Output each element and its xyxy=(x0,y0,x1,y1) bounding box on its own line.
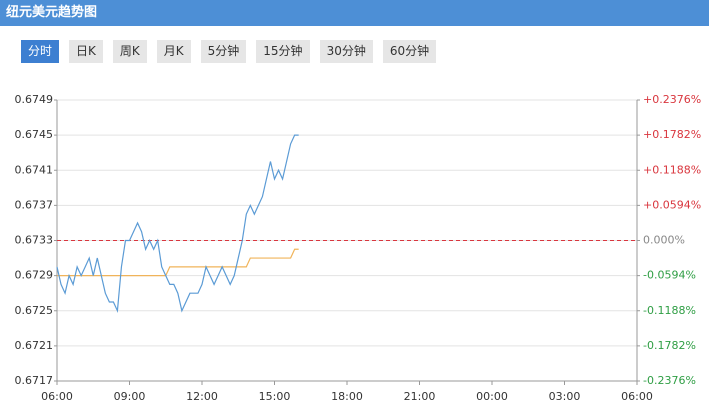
header-title: 纽元美元趋势图 xyxy=(0,0,709,26)
tab[interactable]: 30分钟 xyxy=(319,40,373,63)
tab[interactable]: 5分钟 xyxy=(200,40,247,63)
x-tick-label: 18:00 xyxy=(331,390,363,403)
x-tick-label: 06:00 xyxy=(41,390,73,403)
x-tick-label: 03:00 xyxy=(549,390,581,403)
tab[interactable]: 分时 xyxy=(21,40,60,63)
y-tick-label: 0.6729 xyxy=(15,269,54,282)
y-tick-label: 0.6737 xyxy=(15,198,54,211)
y-tick-label: 0.6745 xyxy=(15,128,54,141)
y2-tick-label: +0.0594% xyxy=(643,198,701,211)
y2-tick-label: -0.2376% xyxy=(643,374,696,387)
y2-tick-label: -0.0594% xyxy=(643,269,696,282)
x-tick-label: 12:00 xyxy=(186,390,218,403)
x-tick-label: 15:00 xyxy=(259,390,291,403)
tab[interactable]: 15分钟 xyxy=(256,40,310,63)
x-tick-label: 06:00 xyxy=(621,390,653,403)
y2-tick-label: +0.1782% xyxy=(643,128,701,141)
x-tick-label: 21:00 xyxy=(404,390,436,403)
y-tick-label: 0.6721 xyxy=(15,339,54,352)
y-tick-label: 0.6733 xyxy=(15,234,54,247)
y2-tick-label: -0.1188% xyxy=(643,304,696,317)
x-tick-label: 09:00 xyxy=(114,390,146,403)
series-line xyxy=(57,248,299,277)
y-tick-label: 0.6749 xyxy=(15,93,54,106)
y2-tick-label: -0.1782% xyxy=(643,339,696,352)
tab[interactable]: 周K xyxy=(112,40,147,63)
series-line xyxy=(56,134,299,314)
tab[interactable]: 月K xyxy=(156,40,191,63)
tab[interactable]: 日K xyxy=(69,40,103,63)
y-tick-label: 0.6725 xyxy=(15,304,54,317)
y2-tick-label: +0.1188% xyxy=(643,163,701,176)
y-tick-label: 0.6741 xyxy=(15,163,54,176)
tab-bar: 分时 日K 周K 月K 5分钟 15分钟 30分钟 60分钟 xyxy=(21,40,446,63)
y-tick-label: 0.6717 xyxy=(15,374,54,387)
y2-tick-label: +0.2376% xyxy=(643,93,701,106)
x-tick-label: 00:00 xyxy=(476,390,508,403)
tab[interactable]: 60分钟 xyxy=(382,40,437,63)
y2-tick-label: 0.000% xyxy=(643,234,685,247)
